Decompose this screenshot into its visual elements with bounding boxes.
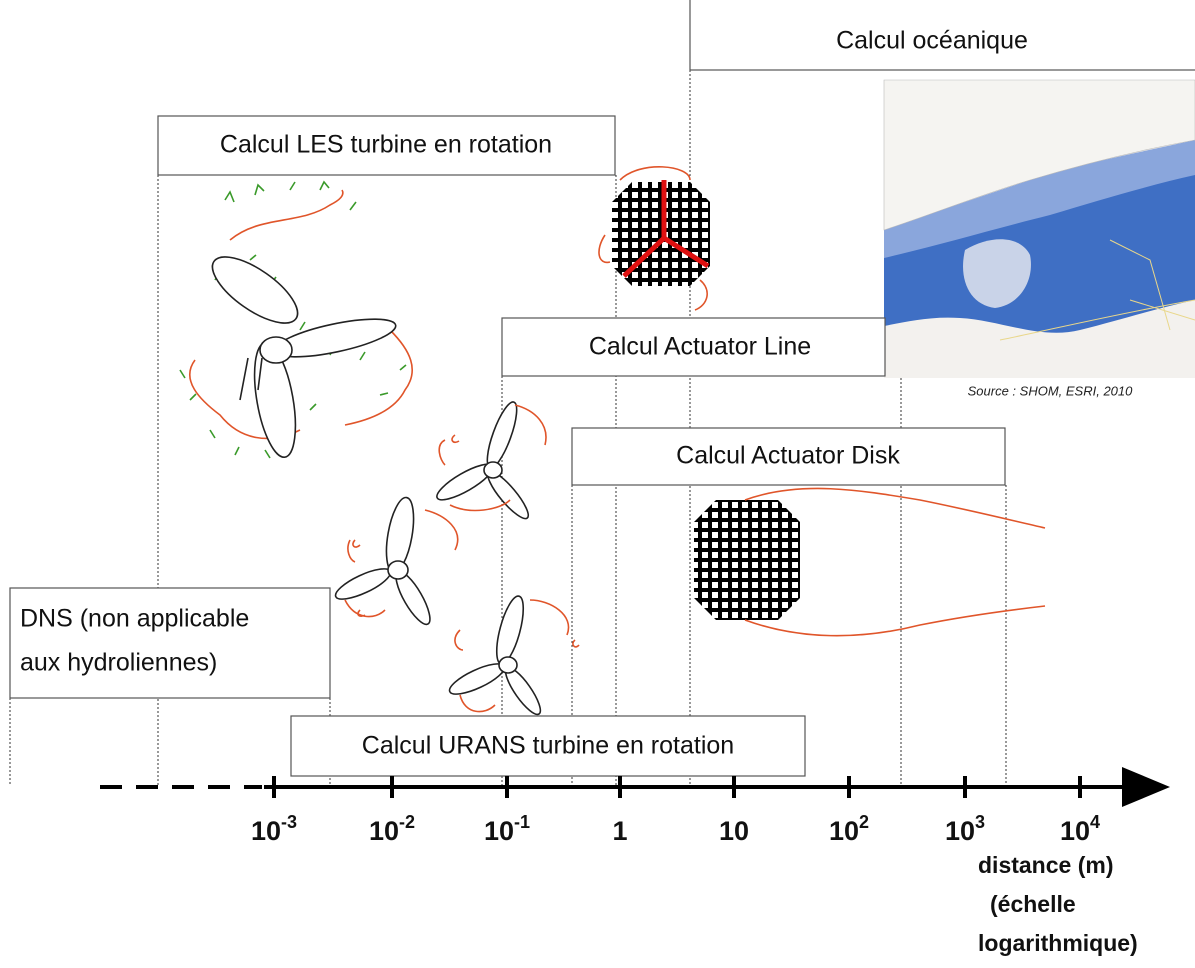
tick-label: 104	[1060, 812, 1100, 846]
tick-label: 1	[612, 816, 627, 846]
actuator-line-grid	[598, 166, 710, 311]
tick-base: 10	[1060, 816, 1090, 846]
box	[501, 317, 886, 377]
tick-base: 10	[719, 816, 749, 846]
box	[290, 715, 806, 777]
box-label: Calcul Actuator Line	[589, 333, 811, 361]
tick-exponent: 2	[859, 812, 869, 832]
box-label: Calcul Actuator Disk	[676, 442, 900, 470]
tick-exponent: -1	[514, 812, 530, 832]
ticks: 10-3 10-2 10-1 1 10 102 103 104	[251, 776, 1100, 846]
tick-label: 102	[829, 812, 869, 846]
les-turbine	[179, 180, 414, 459]
tick-base: 10	[484, 816, 514, 846]
tick-label: 10	[719, 816, 749, 846]
box-label: Calcul océanique	[836, 27, 1028, 55]
urans-turbines	[334, 401, 580, 716]
tick-label: 10-1	[484, 812, 530, 846]
actuator-disk-grid	[694, 487, 1046, 637]
map-source: Source : SHOM, ESRI, 2010	[968, 383, 1134, 398]
box	[571, 427, 1006, 486]
box-label: DNS (non applicable	[20, 605, 249, 633]
box-label: Calcul URANS turbine en rotation	[362, 732, 734, 760]
tick-label: 10-2	[369, 812, 415, 846]
tick-base: 10	[369, 816, 399, 846]
box-label: aux hydroliennes)	[20, 649, 217, 677]
map	[883, 79, 1195, 378]
tick-base: 10	[945, 816, 975, 846]
tick-exponent: -3	[281, 812, 297, 832]
tick-label: 103	[945, 812, 985, 846]
axis-label: logarithmique)	[978, 930, 1138, 956]
box	[689, 0, 1195, 71]
box	[9, 587, 331, 699]
tick-label: 10-3	[251, 812, 297, 846]
box	[157, 115, 616, 176]
tick-base: 10	[251, 816, 281, 846]
tick-base: 1	[612, 816, 627, 846]
axis-label: (échelle	[990, 891, 1076, 917]
tick-exponent: -2	[399, 812, 415, 832]
tick-base: 10	[829, 816, 859, 846]
axis-label: distance (m)	[978, 852, 1113, 878]
tick-exponent: 3	[975, 812, 985, 832]
tick-exponent: 4	[1090, 812, 1100, 832]
box-label: Calcul LES turbine en rotation	[220, 131, 552, 159]
